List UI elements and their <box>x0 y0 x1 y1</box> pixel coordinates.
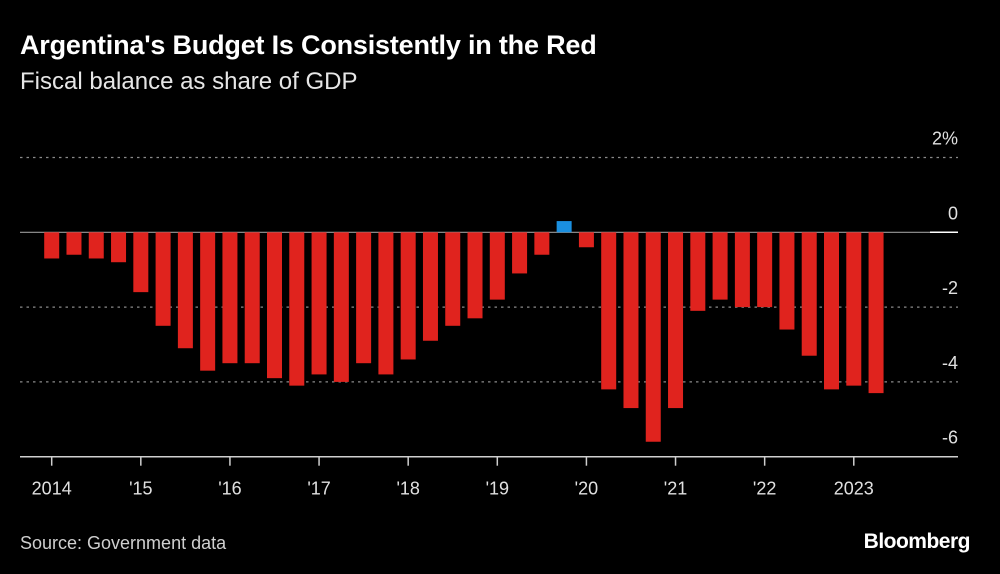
bar-2016-Q4 <box>289 232 305 386</box>
bar-2017-Q1 <box>311 232 327 375</box>
bar-2017-Q3 <box>356 232 372 364</box>
chart-subtitle: Fiscal balance as share of GDP <box>20 68 358 95</box>
x-tick-label: '15 <box>129 479 152 499</box>
bar-2022-Q1 <box>757 232 773 308</box>
x-tick-label: '22 <box>753 479 776 499</box>
bar-2014-Q2 <box>66 232 82 255</box>
bar-2023-Q1 <box>846 232 862 386</box>
x-tick-label: '16 <box>218 479 241 499</box>
bar-2020-Q2 <box>601 232 617 390</box>
x-tick-label: '18 <box>396 479 419 499</box>
bar-2019-Q4 <box>556 221 572 233</box>
bar-2018-Q1 <box>400 232 416 360</box>
bar-2014-Q1 <box>44 232 60 259</box>
bar-2021-Q3 <box>712 232 728 300</box>
source-note: Source: Government data <box>20 533 227 553</box>
bar-2014-Q4 <box>111 232 127 263</box>
bar-2018-Q2 <box>422 232 438 341</box>
bar-2021-Q4 <box>734 232 750 308</box>
x-tick-label: 2023 <box>834 479 874 499</box>
bar-2018-Q4 <box>467 232 483 319</box>
bloomberg-logo: Bloomberg <box>863 530 971 553</box>
bar-2015-Q3 <box>177 232 193 349</box>
chart-title: Argentina's Budget Is Consistently in th… <box>20 30 597 60</box>
bar-2016-Q2 <box>244 232 260 364</box>
x-tick-label: '17 <box>307 479 330 499</box>
bar-2019-Q1 <box>489 232 505 300</box>
bar-2015-Q2 <box>155 232 171 326</box>
bar-2020-Q3 <box>623 232 639 409</box>
y-tick-label: 2% <box>932 129 958 149</box>
bar-2019-Q3 <box>534 232 550 255</box>
y-tick-label: -2 <box>942 278 958 298</box>
x-tick-label: '20 <box>575 479 598 499</box>
bar-2016-Q1 <box>222 232 238 364</box>
bar-2020-Q1 <box>578 232 594 248</box>
bar-2017-Q4 <box>378 232 394 375</box>
bar-2023-Q2 <box>868 232 884 394</box>
bar-2015-Q1 <box>133 232 149 293</box>
bar-2019-Q2 <box>512 232 528 274</box>
bar-2016-Q3 <box>267 232 282 379</box>
y-tick-label: -6 <box>942 428 958 448</box>
bar-2021-Q2 <box>690 232 706 311</box>
x-tick-label: '19 <box>486 479 509 499</box>
x-tick-label: 2014 <box>32 479 72 499</box>
bar-2022-Q4 <box>824 232 839 390</box>
bar-2022-Q3 <box>801 232 817 356</box>
y-tick-label: 0 <box>948 203 958 223</box>
bar-2017-Q2 <box>333 232 349 382</box>
y-tick-label: -4 <box>942 353 958 373</box>
bar-2015-Q4 <box>200 232 216 371</box>
bar-2014-Q3 <box>88 232 104 259</box>
bar-2018-Q3 <box>445 232 461 326</box>
x-tick-label: '21 <box>664 479 687 499</box>
bar-2020-Q4 <box>645 232 661 442</box>
bar-2022-Q2 <box>779 232 795 330</box>
bar-2021-Q1 <box>668 232 684 409</box>
